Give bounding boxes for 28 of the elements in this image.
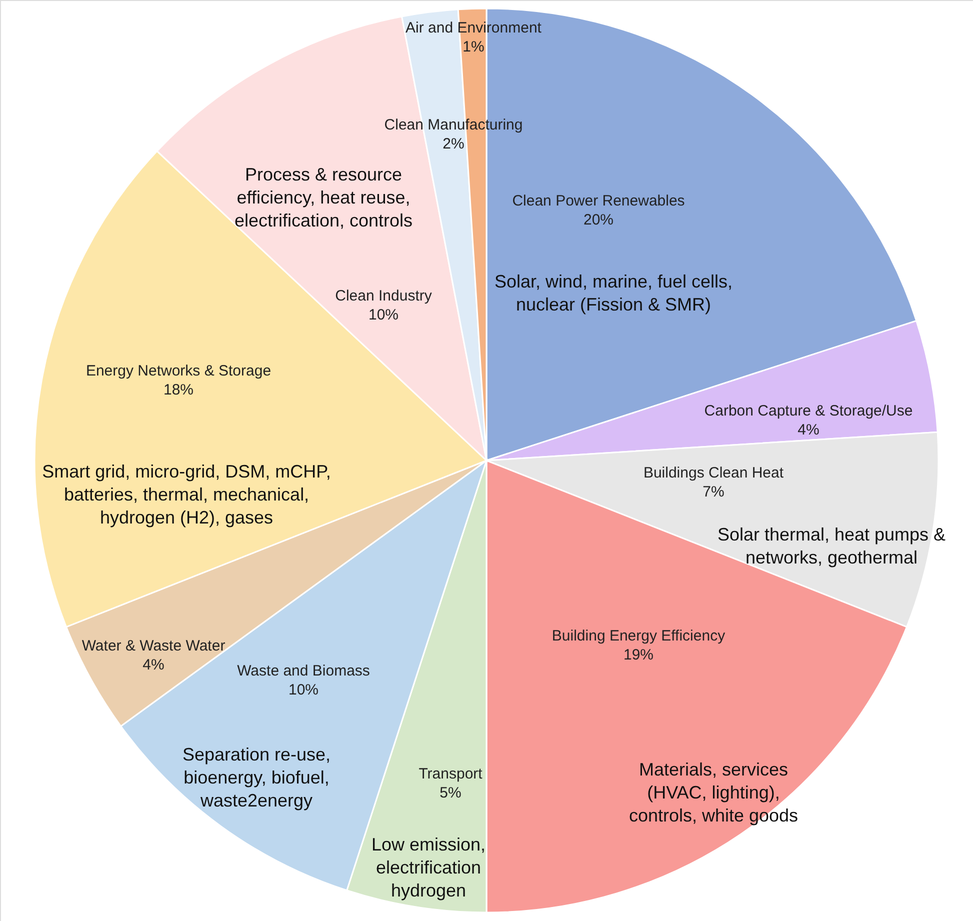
text: Solar, wind, marine, fuel cells, nuclear (Fission & SMR)	[494, 272, 733, 314]
slice-label: Waste and Biomass	[237, 662, 370, 680]
text: Separation re-use, bioenergy, biofuel, waste2energy	[182, 744, 331, 810]
data-label: 1%	[462, 38, 484, 56]
data-label: 19%	[623, 646, 654, 664]
text: Process & resource efficiency, heat reuse, electrification, controls	[234, 164, 413, 230]
data-label: 4%	[798, 422, 820, 438]
slice-label: Buildings Clean Heat	[643, 464, 784, 482]
slice-label: Energy Networks & Storage	[86, 362, 272, 380]
slice-label: Clean Manufacturing	[384, 116, 523, 134]
data-label: 18%	[163, 382, 194, 398]
slice-label: Clean Power Renewables	[512, 192, 685, 210]
data-label: 4%	[142, 656, 164, 674]
slice-label: Water & Waste Water	[82, 638, 226, 654]
data-label: 20%	[583, 212, 614, 228]
data-label: 10%	[368, 306, 399, 324]
data-label: 2%	[442, 136, 464, 152]
slice-label: Carbon Capture & Storage/Use	[704, 402, 913, 420]
slice-label: Building Energy Efficiency	[552, 628, 726, 644]
text: Low emission, electrification hydrogen	[371, 834, 486, 900]
text: Smart grid, micro-grid, DSM, mCHP, batteries, thermal, mechanical, hydrogen (H2), gases	[42, 462, 331, 528]
data-label: 7%	[702, 484, 724, 500]
data-label: 10%	[288, 682, 319, 698]
slice-label: Clean Industry	[335, 288, 432, 304]
data-label: 5%	[440, 784, 462, 802]
text: Solar thermal, heat pumps & networks, geothermal	[717, 524, 946, 568]
text: Materials, services (HVAC, lighting), controls, white goods	[628, 760, 798, 826]
slice-label: Transport	[418, 766, 484, 782]
